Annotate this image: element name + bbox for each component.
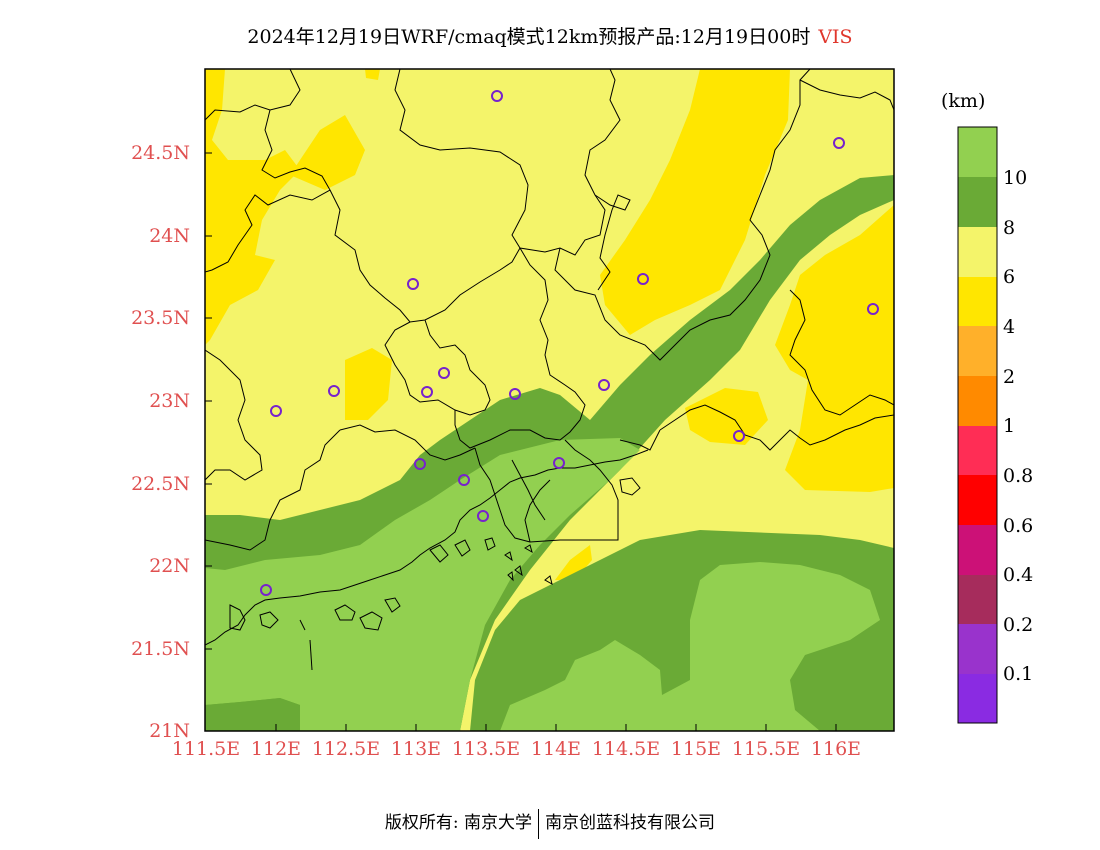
x-tick-label: 112E bbox=[250, 738, 302, 760]
field-4-6km-east bbox=[775, 205, 894, 492]
company-name: 南京创蓝科技有限公司 bbox=[545, 813, 716, 833]
y-tick-label: 23.5N bbox=[131, 307, 190, 329]
station-marker bbox=[407, 278, 419, 290]
axis-ticks bbox=[205, 152, 837, 731]
colorbar-swatch bbox=[958, 624, 997, 674]
field-over-10km bbox=[205, 438, 640, 731]
colorbar-swatch bbox=[958, 376, 997, 426]
station-marker bbox=[477, 510, 489, 522]
field-4-6km-west bbox=[205, 69, 300, 345]
map-plot-area bbox=[205, 69, 894, 731]
field-4-6km-northeast bbox=[600, 69, 790, 335]
station-marker bbox=[328, 385, 340, 397]
station-marker bbox=[414, 458, 426, 470]
field-4-6km-top bbox=[365, 69, 380, 80]
admin-boundaries bbox=[205, 69, 894, 551]
y-tick-label: 24.5N bbox=[131, 142, 190, 164]
x-tick-label: 111.5E bbox=[171, 738, 241, 760]
station-marker bbox=[637, 273, 649, 285]
colorbar bbox=[957, 126, 998, 724]
colorbar-label: 0.4 bbox=[1003, 564, 1034, 586]
station-marker bbox=[598, 379, 610, 391]
x-tick-label: 113E bbox=[390, 738, 442, 760]
colorbar-label: 0.2 bbox=[1003, 614, 1034, 636]
colorbar-label: 8 bbox=[1003, 217, 1016, 239]
variable-name: VIS bbox=[818, 26, 853, 48]
colorbar-label: 4 bbox=[1003, 316, 1016, 338]
station-marker bbox=[270, 405, 282, 417]
map-title: 2024年12月19日WRF/cmaq模式12km预报产品:12月19日00时 V… bbox=[0, 22, 1100, 49]
colorbar-label: 1 bbox=[1003, 415, 1016, 437]
colorbar-frame bbox=[957, 126, 998, 724]
field-over-10km-south bbox=[500, 562, 880, 731]
x-tick-label: 114E bbox=[530, 738, 582, 760]
colorbar-label: 6 bbox=[1003, 266, 1016, 288]
y-tick-label: 24N bbox=[149, 225, 190, 247]
field-4-6km-coast bbox=[685, 388, 768, 445]
colorbar-label: 2 bbox=[1003, 366, 1016, 388]
x-tick-label: 115.5E bbox=[731, 738, 801, 760]
station-marker bbox=[833, 137, 845, 149]
station-markers bbox=[260, 90, 879, 596]
x-tick-label: 115E bbox=[670, 738, 722, 760]
title-text: 2024年12月19日WRF/cmaq模式12km预报产品:12月19日00时 bbox=[247, 26, 811, 48]
field-4-6km-island bbox=[555, 545, 592, 580]
plot-frame bbox=[204, 68, 895, 732]
colorbar-swatch bbox=[958, 575, 997, 624]
colorbar-swatch bbox=[958, 326, 997, 376]
y-tick-label: 22N bbox=[149, 555, 190, 577]
colorbar-swatch bbox=[958, 177, 997, 227]
station-marker bbox=[553, 457, 565, 469]
station-marker bbox=[491, 90, 503, 102]
colorbar-label: 0.6 bbox=[1003, 515, 1034, 537]
y-tick-label: 21N bbox=[149, 720, 190, 742]
colorbar-swatch bbox=[958, 426, 997, 475]
footer: 版权所有: 南京大学 南京创蓝科技有限公司 bbox=[0, 808, 1100, 839]
station-marker bbox=[509, 388, 521, 400]
colorbar-swatch bbox=[958, 674, 997, 723]
field-8-10km-bottomleft bbox=[205, 698, 300, 731]
y-tick-label: 22.5N bbox=[131, 473, 190, 495]
station-marker bbox=[260, 584, 272, 596]
colorbar-swatch bbox=[958, 127, 997, 177]
y-tick-label: 21.5N bbox=[131, 638, 190, 660]
station-marker bbox=[458, 474, 470, 486]
field-4-6km-center bbox=[345, 348, 392, 420]
station-marker bbox=[867, 303, 879, 315]
x-tick-label: 116E bbox=[810, 738, 862, 760]
colorbar-swatch bbox=[958, 475, 997, 525]
y-tick-label: 23N bbox=[149, 390, 190, 412]
colorbar-label: 0.8 bbox=[1003, 465, 1034, 487]
station-marker bbox=[438, 367, 450, 379]
x-tick-label: 113.5E bbox=[451, 738, 521, 760]
field-4-6km-north bbox=[290, 115, 365, 190]
x-tick-label: 112.5E bbox=[311, 738, 381, 760]
colorbar-label: 0.1 bbox=[1003, 663, 1034, 685]
copyright-text: 版权所有: 南京大学 bbox=[384, 813, 533, 833]
station-marker bbox=[733, 430, 745, 442]
colorbar-swatch bbox=[958, 525, 997, 575]
colorbar-unit: (km) bbox=[941, 90, 986, 112]
station-marker bbox=[421, 386, 433, 398]
coastline bbox=[205, 449, 649, 671]
colorbar-swatch bbox=[958, 277, 997, 326]
footer-divider bbox=[538, 808, 540, 839]
x-tick-label: 114.5E bbox=[591, 738, 661, 760]
colorbar-swatch bbox=[958, 227, 997, 277]
colorbar-label: 10 bbox=[1003, 167, 1028, 189]
